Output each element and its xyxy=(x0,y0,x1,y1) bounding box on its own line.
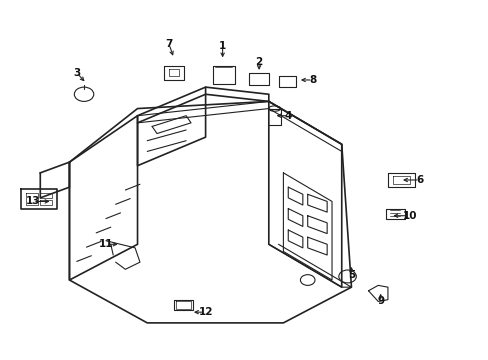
Text: 7: 7 xyxy=(165,39,172,49)
Text: 5: 5 xyxy=(347,270,354,280)
Text: 8: 8 xyxy=(308,75,316,85)
Text: 12: 12 xyxy=(198,307,212,317)
Text: 9: 9 xyxy=(376,296,384,306)
Text: 13: 13 xyxy=(26,197,40,206)
Text: 3: 3 xyxy=(73,68,80,78)
Text: 1: 1 xyxy=(219,41,226,51)
Text: 6: 6 xyxy=(415,175,422,185)
Text: 11: 11 xyxy=(99,239,113,249)
Text: 4: 4 xyxy=(284,111,291,121)
Text: 2: 2 xyxy=(255,57,262,67)
Text: 10: 10 xyxy=(402,211,416,221)
